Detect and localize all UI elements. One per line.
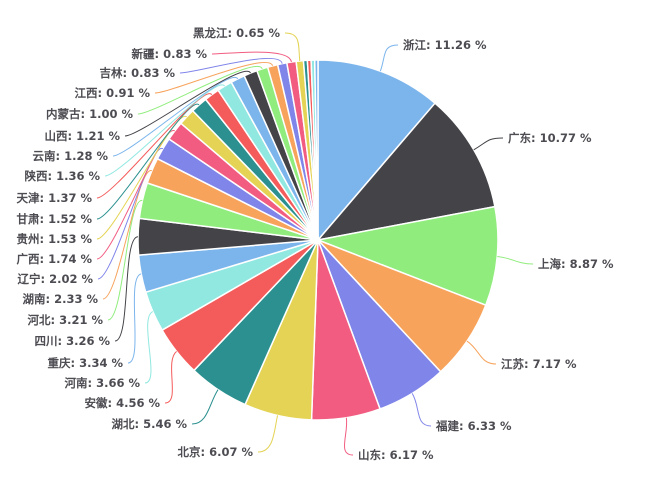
label-line bbox=[179, 58, 283, 74]
slice-label: 广西: 1.74 % bbox=[16, 252, 92, 266]
labels-group: 浙江: 11.26 % 广东: 10.77 % 上海: 8.87 % 江苏: 7.17… bbox=[16, 26, 613, 462]
label-line bbox=[96, 103, 200, 220]
slice-label: 山西: 1.21 % bbox=[44, 129, 120, 143]
label-line bbox=[284, 32, 301, 61]
slice-label: 湖南: 2.33 % bbox=[22, 292, 98, 306]
pie-slice-unlabeled[interactable] bbox=[313, 59, 319, 241]
slice-label: 福建: 6.33 % bbox=[435, 419, 512, 433]
label-line bbox=[466, 340, 497, 365]
label-line bbox=[379, 44, 399, 72]
slice-label: 内蒙古: 1.00 % bbox=[46, 107, 133, 121]
label-line bbox=[102, 170, 153, 300]
pie-slice[interactable] bbox=[317, 102, 496, 241]
slice-label: 黑龙江: 0.65 % bbox=[193, 26, 280, 40]
label-line bbox=[124, 70, 251, 137]
slice-label: 山东: 6.17 % bbox=[358, 448, 434, 462]
label-line bbox=[164, 350, 177, 404]
slice-label: 辽宁: 2.02 % bbox=[17, 272, 93, 286]
slice-label: 天津: 1.37 % bbox=[16, 191, 92, 205]
label-line bbox=[344, 417, 354, 456]
slice-label: 新疆: 0.83 % bbox=[131, 47, 207, 61]
label-line bbox=[96, 116, 188, 240]
slice-label: 重庆: 3.34 % bbox=[47, 356, 123, 370]
slice-label: 浙江: 11.26 % bbox=[403, 38, 487, 52]
label-line bbox=[473, 137, 504, 151]
label-line bbox=[112, 76, 239, 157]
slice-label: 江西: 0.91 % bbox=[74, 86, 150, 100]
slice-label: 云南: 1.28 % bbox=[32, 149, 108, 163]
slice-label: 甘肃: 1.52 % bbox=[16, 212, 92, 226]
label-lines-group bbox=[96, 32, 534, 456]
label-line bbox=[211, 51, 292, 63]
slice-label: 上海: 8.87 % bbox=[538, 257, 614, 271]
label-line bbox=[96, 93, 213, 199]
label-line bbox=[191, 389, 219, 425]
label-line bbox=[104, 84, 226, 177]
slice-label: 贵州: 1.53 % bbox=[16, 232, 92, 246]
label-line bbox=[411, 393, 432, 427]
slices-group bbox=[137, 59, 499, 421]
label-line bbox=[257, 415, 279, 453]
slice-label: 陕西: 1.36 % bbox=[24, 169, 100, 183]
slice-label: 广东: 10.77 % bbox=[508, 131, 592, 145]
slice-label: 四川: 3.26 % bbox=[34, 334, 110, 348]
label-line bbox=[144, 311, 154, 384]
pie-slice[interactable] bbox=[317, 205, 499, 306]
label-line bbox=[107, 199, 143, 321]
label-line bbox=[154, 61, 274, 94]
slice-label: 北京: 6.07 % bbox=[177, 445, 253, 459]
slice-label: 安徽: 4.56 % bbox=[84, 396, 160, 410]
slice-label: 湖北: 5.46 % bbox=[111, 417, 187, 431]
label-line bbox=[137, 66, 263, 115]
slice-label: 河北: 3.21 % bbox=[27, 313, 103, 327]
slice-label: 吉林: 0.83 % bbox=[99, 66, 175, 80]
label-line bbox=[497, 256, 534, 265]
label-line bbox=[127, 273, 142, 364]
slice-label: 江苏: 7.17 % bbox=[501, 357, 577, 371]
slice-label: 河南: 3.66 % bbox=[64, 376, 140, 390]
label-line bbox=[114, 236, 139, 342]
